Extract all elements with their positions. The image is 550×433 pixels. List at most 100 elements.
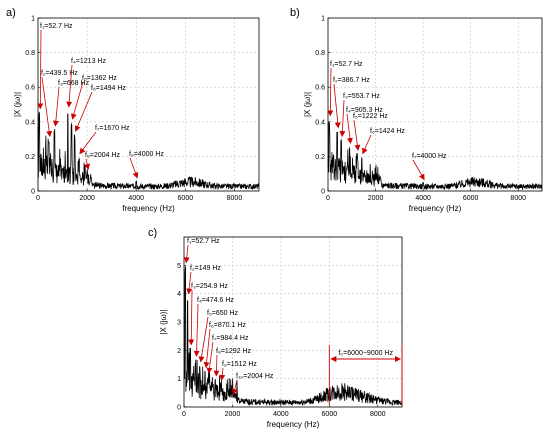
y-tick-label: 5 xyxy=(177,263,181,270)
peak-label: f₉=1512 Hz xyxy=(222,361,257,368)
peak-arrow xyxy=(52,86,60,127)
peak-arrow xyxy=(37,29,44,110)
spectrum-line xyxy=(37,111,260,191)
y-tick-label: 0 xyxy=(321,189,325,196)
peak-arrow xyxy=(70,81,84,120)
peak-arrow xyxy=(362,134,372,155)
peak-label: f₁=52.7 Hz xyxy=(330,61,363,68)
peak-label: f₂=439.5 Hz xyxy=(41,70,78,77)
peak-arrow xyxy=(198,316,209,363)
peak-arrow xyxy=(353,119,361,151)
peak-arrow xyxy=(412,159,425,181)
peak-label: f₃=553.7 Hz xyxy=(343,93,380,100)
peak-arrow xyxy=(183,244,190,264)
x-tick-label: 0 xyxy=(36,195,40,202)
y-tick-label: 2 xyxy=(177,348,181,355)
x-axis-label: frequency (Hz) xyxy=(267,420,320,429)
y-tick-label: 0 xyxy=(177,405,181,412)
spectrum-line xyxy=(183,266,403,407)
peak-label: f₅=650 Hz xyxy=(207,310,239,317)
plot-frame xyxy=(37,17,260,192)
x-tick-label: 2000 xyxy=(368,195,384,202)
x-tick-label: 2000 xyxy=(79,195,95,202)
peak-label: f₇=984.4 Hz xyxy=(212,335,249,342)
peak-arrow xyxy=(84,158,91,170)
peak-label: f₃=254.9 Hz xyxy=(191,283,228,290)
peak-arrow xyxy=(186,271,193,295)
peak-arrow xyxy=(219,367,226,381)
y-tick-label: 0.6 xyxy=(315,85,325,92)
x-tick-label: 6000 xyxy=(322,411,338,418)
x-tick-label: 4000 xyxy=(415,195,431,202)
x-tick-label: 2000 xyxy=(225,411,241,418)
spectrum-panel-3: c) 0 2000 4000 6000 8000 0 1 2 3 4 5 frequency (Hz) |… xyxy=(148,227,403,429)
peak-label: f₁=52.7 Hz xyxy=(187,238,220,245)
x-tick-label: 4000 xyxy=(128,195,144,202)
peak-arrow xyxy=(79,131,97,155)
x-tick-label: 6000 xyxy=(178,195,194,202)
peak-label: f₈=1292 Hz xyxy=(216,348,252,355)
x-tick-label: 8000 xyxy=(510,195,526,202)
peak-arrow xyxy=(231,379,238,396)
peak-label: f₆=1494 Hz xyxy=(91,85,126,92)
y-tick-label: 1 xyxy=(177,376,181,383)
panel-label: c) xyxy=(148,227,157,239)
band-label: f₀=6000−9000 Hz xyxy=(338,350,393,357)
peak-label: f₇=1670 Hz xyxy=(95,125,130,132)
peak-label: f₄=1213 Hz xyxy=(71,58,106,65)
peak-label: f₄=905.3 Hz xyxy=(346,107,383,114)
x-tick-label: 0 xyxy=(326,195,330,202)
y-axis-label: |X (jω)| xyxy=(13,92,22,117)
y-tick-label: 0.4 xyxy=(315,119,325,126)
x-tick-label: 8000 xyxy=(227,195,243,202)
y-tick-label: 0.2 xyxy=(315,154,325,161)
peak-label: f₁=52.7 Hz xyxy=(40,23,73,30)
y-tick-label: 0 xyxy=(31,189,35,196)
y-tick-label: 0.8 xyxy=(315,50,325,57)
peak-label: f₂=386.7 Hz xyxy=(333,77,370,84)
y-tick-label: 0.6 xyxy=(25,85,35,92)
peak-arrow xyxy=(129,157,139,179)
y-axis-label: |X (jω)| xyxy=(303,92,312,117)
spectrum-panel-2: b) 0 2000 4000 6000 8000 0 0.2 0.4 0.6 0.8 1 frequen… xyxy=(290,7,543,213)
peak-label: f₈=2004 Hz xyxy=(85,152,121,159)
x-tick-label: 6000 xyxy=(463,195,479,202)
spectrum-line xyxy=(327,121,543,191)
peak-arrow xyxy=(339,99,346,138)
spectrum-panel-1: a) 0 2000 4000 6000 8000 0 0.2 0.4 0.6 0.8 1 frequen… xyxy=(6,7,260,213)
peak-label: f₉=4000 Hz xyxy=(129,151,164,158)
y-tick-label: 3 xyxy=(177,320,181,327)
peak-arrow xyxy=(41,76,53,138)
peak-arrow xyxy=(74,91,93,132)
plot-frame xyxy=(327,17,543,192)
y-tick-label: 4 xyxy=(177,291,181,298)
y-tick-label: 0.8 xyxy=(25,50,35,57)
peak-arrow xyxy=(327,67,334,117)
peak-arrow xyxy=(193,303,200,357)
peak-arrow xyxy=(206,341,214,374)
peak-arrow xyxy=(213,354,220,377)
peak-arrow xyxy=(66,64,73,108)
peak-arrow xyxy=(188,289,195,346)
peak-label: f₆=870.1 Hz xyxy=(209,322,246,329)
x-axis-label: frequency (Hz) xyxy=(409,204,462,213)
x-tick-label: 4000 xyxy=(273,411,289,418)
peak-label: f₁₀=2004 Hz xyxy=(236,373,274,380)
peak-label: f₆=1424 Hz xyxy=(370,128,405,135)
peak-arrow xyxy=(203,328,211,369)
peak-label: f₅=1362 Hz xyxy=(82,75,117,82)
y-tick-label: 1 xyxy=(31,16,35,23)
peak-label: f₄=474.6 Hz xyxy=(197,297,234,304)
y-tick-label: 0.2 xyxy=(25,154,35,161)
x-tick-label: 0 xyxy=(182,411,186,418)
y-tick-label: 0.4 xyxy=(25,119,35,126)
peak-label: f₅=1222 Hz xyxy=(353,113,388,120)
peak-label: f₇=4000 Hz xyxy=(412,153,447,160)
panel-label: b) xyxy=(290,7,300,19)
panel-label: a) xyxy=(6,7,16,19)
y-axis-label: |X (jω)| xyxy=(159,309,168,334)
y-tick-label: 1 xyxy=(321,16,325,23)
x-axis-label: frequency (Hz) xyxy=(122,204,175,213)
peak-arrow xyxy=(333,83,341,129)
